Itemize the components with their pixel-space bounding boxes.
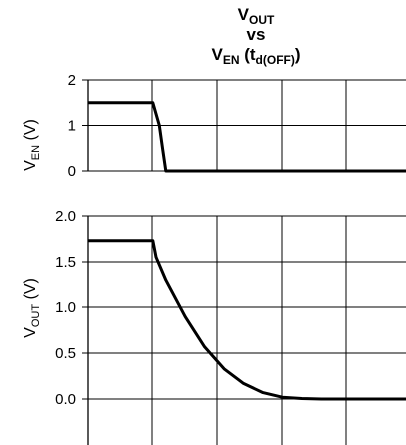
ven-axis-label: VEN (V) [22, 119, 42, 171]
ven-ytick-label: 1 [68, 118, 76, 135]
vout-ytick-label: 2.0 [55, 208, 76, 225]
vout-series-line [88, 239, 406, 401]
vout-axis-label-text: VOUT (V) [22, 278, 42, 338]
ven-axis-label-text: VEN (V) [22, 119, 42, 171]
title-vout-main: V [238, 5, 250, 24]
ven-panel: 0 1 2 [68, 72, 406, 180]
title-vout-sub: OUT [249, 13, 275, 27]
vout-ytick-label: 0.0 [55, 391, 76, 408]
ven-ylabel-sub: EN [30, 145, 42, 160]
chart-title-line3: VEN (td(OFF)) [211, 45, 300, 67]
vout-ytick-label: 1.5 [55, 254, 76, 271]
vout-panel: 0.0 0.5 1.0 1.5 2.0 [55, 208, 406, 445]
ven-ylabel-unit: (V) [22, 119, 39, 145]
title-ven-main: V [211, 45, 223, 64]
vout-ytick-label: 0.5 [55, 345, 76, 362]
vout-ylabel-sub: OUT [30, 304, 42, 328]
ven-ytick-label: 2 [68, 72, 76, 89]
title-td-open: (t [239, 45, 255, 64]
chart-title-line2: vs [247, 25, 266, 44]
vout-ylabel-unit: (V) [22, 278, 39, 304]
ven-ylabel-main: V [22, 160, 39, 171]
vout-ytick-label: 1.0 [55, 299, 76, 316]
ven-ytick-label: 0 [68, 163, 76, 180]
ven-series-line [88, 101, 406, 173]
title-td-sub: d(OFF) [256, 53, 295, 67]
vout-ylabel-main: V [22, 327, 39, 338]
chart-title-line1: VOUT [238, 5, 275, 27]
vout-axis-label: VOUT (V) [22, 278, 42, 338]
title-ven-sub: EN [223, 53, 240, 67]
title-close: ) [295, 45, 301, 64]
